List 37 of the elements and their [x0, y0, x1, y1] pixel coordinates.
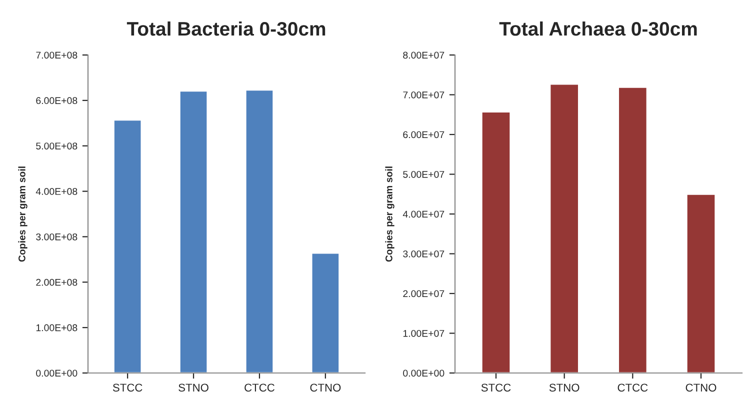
bar	[480, 111, 512, 373]
chart-title: Total Archaea 0-30cm	[499, 21, 697, 36]
chart-title: Total Bacteria 0-30cm	[126, 21, 326, 36]
x-tick-label: STNO	[549, 384, 580, 392]
y-axis-title: Copies per gram soil	[385, 166, 394, 262]
x-tick-label: STCC	[112, 384, 142, 392]
y-tick-label: 3.00E+07	[403, 250, 444, 258]
y-tick-label: 7.00E+08	[36, 52, 78, 59]
x-tick-label: CTNO	[310, 384, 341, 392]
y-tick-label: 4.00E+08	[36, 188, 78, 195]
x-tick-label: CTCC	[618, 384, 648, 392]
y-tick-label: 8.00E+07	[403, 52, 444, 59]
x-tick-label: STNO	[178, 384, 208, 392]
bar	[178, 90, 208, 373]
y-tick-label: 0.00E+00	[36, 370, 78, 377]
y-tick-label: 2.00E+07	[403, 290, 444, 298]
x-tick-label: CTNO	[686, 384, 716, 392]
y-tick-label: 5.00E+07	[403, 170, 444, 178]
bar	[113, 119, 142, 373]
bar	[244, 89, 274, 373]
bar	[618, 86, 648, 373]
y-tick-label: 7.00E+07	[403, 91, 444, 98]
y-tick-label: 6.00E+08	[36, 97, 78, 104]
y-tick-label: 1.00E+08	[36, 324, 78, 332]
y-tick-label: 0.00E+00	[403, 370, 444, 377]
y-tick-label: 1.00E+07	[403, 330, 444, 337]
x-tick-label: STCC	[481, 384, 511, 392]
y-tick-label: 2.00E+08	[36, 278, 78, 286]
x-tick-label: CTCC	[244, 384, 274, 392]
bar	[549, 83, 580, 373]
bar	[310, 252, 340, 373]
y-tick-label: 5.00E+08	[36, 142, 78, 150]
y-tick-label: 6.00E+07	[403, 131, 444, 138]
y-tick-label: 4.00E+07	[402, 210, 444, 218]
y-axis-title: Copies per gram soil	[18, 166, 28, 262]
y-tick-label: 3.00E+08	[36, 233, 78, 240]
bar	[686, 193, 716, 373]
